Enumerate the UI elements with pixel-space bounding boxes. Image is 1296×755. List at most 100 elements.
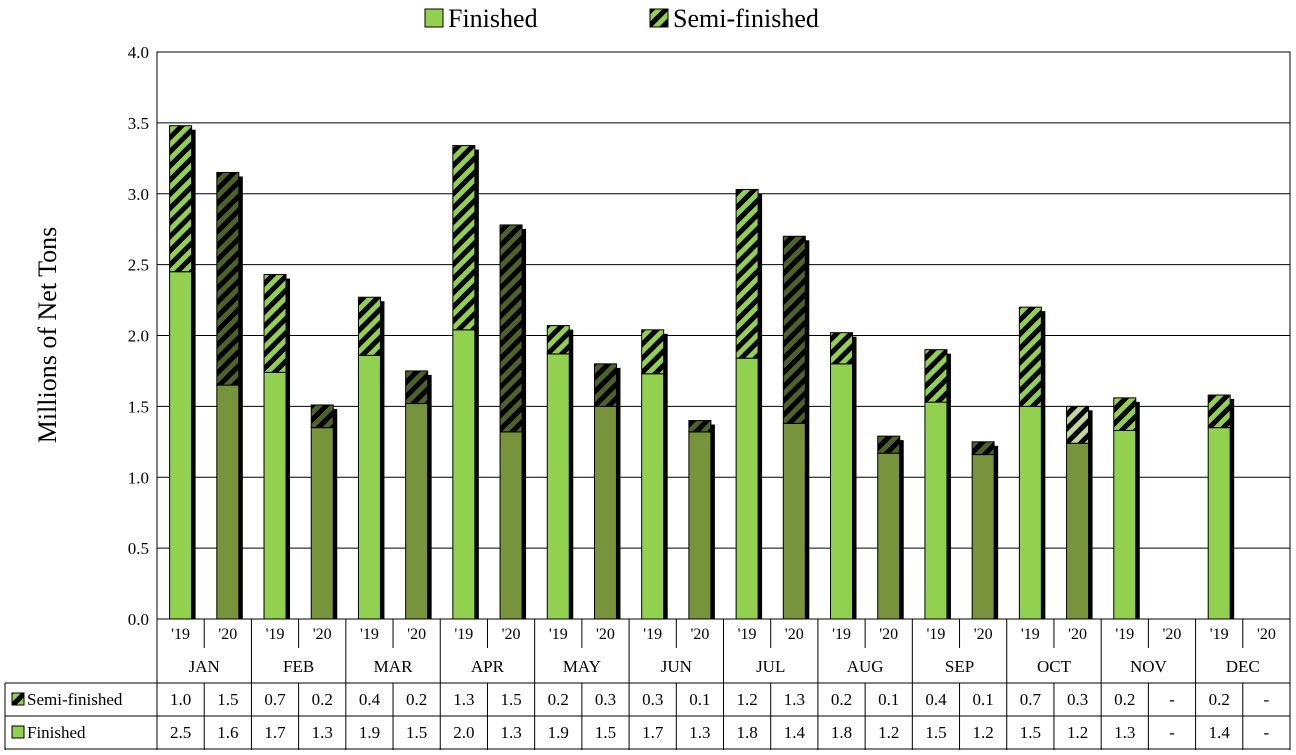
table-cell: 1.5: [406, 723, 427, 742]
bar-finished-dec-2019: [1207, 427, 1231, 620]
bar-finished-sep-2019: [924, 401, 948, 620]
x-tick-year-label: '20: [690, 626, 709, 643]
table-cell: 1.9: [548, 723, 569, 742]
x-tick-month-label: APR: [471, 657, 505, 676]
table-cell: 1.2: [736, 690, 757, 709]
y-tick-label: 0.5: [128, 539, 149, 558]
table-cell: 1.8: [831, 723, 852, 742]
x-tick-month-label: JUL: [756, 657, 785, 676]
table-cell: 1.2: [973, 723, 994, 742]
bar-finished-apr-2020: [499, 431, 523, 620]
x-tick-year-label: '19: [266, 626, 285, 643]
x-tick-year-label: '19: [926, 626, 945, 643]
table-cell: 0.3: [1067, 690, 1088, 709]
x-tick-year-label: '19: [1021, 626, 1040, 643]
legend-label: Finished: [448, 4, 538, 33]
legend: Finished Semi-finished: [424, 4, 819, 33]
table-cell: 0.2: [1114, 690, 1135, 709]
x-tick-month-label: MAR: [374, 657, 413, 676]
bar-semi-finished-apr-2020: [499, 224, 523, 433]
table-cell: 1.3: [1114, 723, 1135, 742]
x-tick-year-label: '20: [502, 626, 521, 643]
table-cell: 0.1: [878, 690, 899, 709]
x-tick-year-label: '19: [171, 626, 190, 643]
table-cell: 0.2: [831, 690, 852, 709]
table-cell: 1.5: [925, 723, 946, 742]
table-cell: 0.1: [689, 690, 710, 709]
bar-finished-apr-2019: [452, 329, 476, 620]
bar-finished-aug-2020: [877, 452, 901, 620]
bar-semi-finished-may-2020: [593, 363, 617, 407]
x-tick-year-label: '19: [643, 626, 662, 643]
table-cell: 1.2: [878, 723, 899, 742]
x-tick-month-label: OCT: [1037, 657, 1072, 676]
bar-finished-may-2019: [546, 353, 570, 620]
bar-semi-finished-jun-2020: [688, 420, 712, 433]
bars: [169, 125, 1235, 620]
bar-finished-aug-2019: [830, 363, 854, 620]
bar-semi-finished-aug-2019: [830, 332, 854, 365]
table-cell: 0.1: [973, 690, 994, 709]
table-cell: 1.6: [217, 723, 238, 742]
table-cell: 1.7: [642, 723, 664, 742]
y-tick-label: 2.5: [128, 256, 149, 275]
table-cell: 0.2: [1209, 690, 1230, 709]
table-cell: 1.5: [217, 690, 238, 709]
table-cell: 2.0: [453, 723, 474, 742]
x-tick-year-label: '20: [596, 626, 615, 643]
bar-finished-oct-2020: [1066, 442, 1090, 620]
table-cell: 1.2: [1067, 723, 1088, 742]
bar-semi-finished-jun-2019: [641, 329, 665, 375]
bar-semi-finished-jan-2019: [169, 125, 193, 273]
bar-semi-finished-nov-2019: [1113, 397, 1137, 431]
y-tick-label: 3.5: [128, 114, 149, 133]
x-tick-year-label: '19: [1210, 626, 1229, 643]
y-tick-label: 2.0: [128, 327, 149, 346]
x-tick-month-label: FEB: [283, 657, 314, 676]
x-tick-year-label: '19: [1115, 626, 1134, 643]
table-cell: 1.5: [595, 723, 616, 742]
table-cell: 0.4: [925, 690, 947, 709]
table-cell: 0.3: [642, 690, 663, 709]
x-tick-year-label: '20: [879, 626, 898, 643]
bar-semi-finished-mar-2020: [405, 370, 429, 405]
bar-semi-finished-sep-2019: [924, 349, 948, 403]
bar-finished-nov-2019: [1113, 429, 1137, 620]
table-cell: 1.4: [784, 723, 806, 742]
legend-label: Semi-finished: [673, 4, 819, 33]
bar-finished-sep-2020: [971, 454, 995, 620]
bar-finished-jul-2019: [735, 357, 759, 620]
table-cell: -: [1169, 723, 1175, 742]
bar-semi-finished-mar-2019: [357, 296, 381, 356]
bar-semi-finished-may-2019: [546, 325, 570, 355]
y-tick-label: 1.0: [128, 468, 149, 487]
bar-semi-finished-sep-2020: [971, 441, 995, 456]
x-tick-year-label: '20: [407, 626, 426, 643]
x-tick-year-label: '19: [454, 626, 473, 643]
x-tick-year-label: '20: [785, 626, 804, 643]
x-tick-year-label: '20: [1163, 626, 1182, 643]
table-cell: 1.5: [1020, 723, 1041, 742]
x-tick-year-label: '19: [549, 626, 568, 643]
grid-lines: [157, 51, 1290, 549]
bar-semi-finished-feb-2020: [310, 404, 334, 429]
x-tick-month-label: MAY: [563, 657, 601, 676]
table-cell: 0.2: [548, 690, 569, 709]
x-tick-month-label: JUN: [661, 657, 692, 676]
bar-finished-may-2020: [593, 405, 617, 620]
table-cell: 1.4: [1209, 723, 1231, 742]
table-cell: 0.3: [595, 690, 616, 709]
table-cell: 1.7: [264, 723, 286, 742]
table-cell: 1.8: [736, 723, 757, 742]
table-row-label: Finished: [27, 723, 86, 742]
bar-semi-finished-feb-2019: [263, 274, 287, 373]
bar-semi-finished-jul-2020: [782, 235, 806, 424]
y-tick-label: 0.0: [128, 610, 149, 629]
bar-finished-jul-2020: [782, 422, 806, 620]
bar-finished-oct-2019: [1018, 405, 1042, 620]
y-axis-label: Millions of Net Tons: [33, 227, 62, 444]
table-cell: 0.2: [406, 690, 427, 709]
legend-swatch: [424, 8, 444, 28]
